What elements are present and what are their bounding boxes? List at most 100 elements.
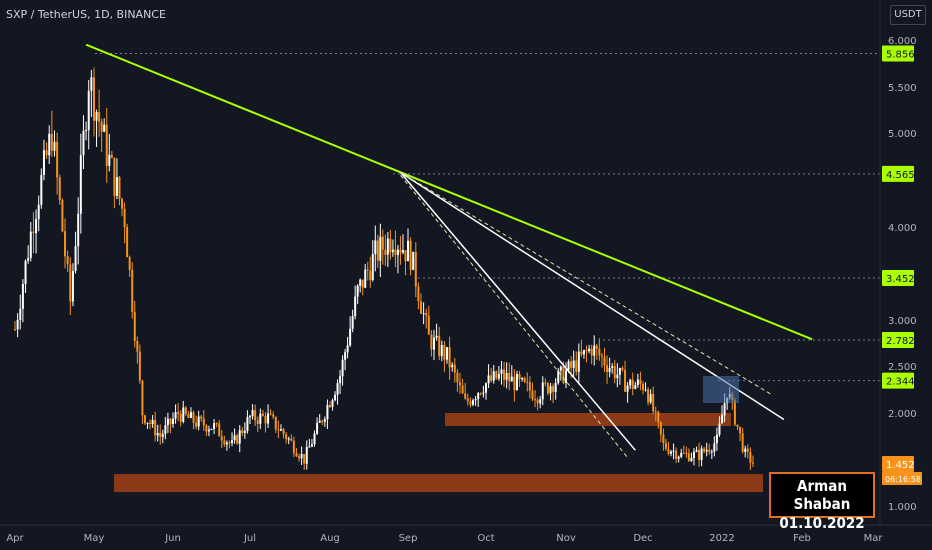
currency-button[interactable]: USDT (890, 5, 926, 25)
candle-body (616, 374, 619, 379)
candle-body (528, 382, 531, 391)
candle-body (103, 124, 106, 132)
candle-body (14, 329, 16, 331)
candle-body (381, 236, 384, 250)
price-label: 3.452 (886, 274, 915, 285)
candle-body (339, 376, 342, 384)
candle-body (744, 448, 747, 452)
price-label: 2.782 (886, 336, 915, 347)
candle-body (24, 260, 27, 285)
candle-body (277, 429, 280, 431)
candle-body (351, 316, 354, 329)
price-label-box (882, 45, 914, 62)
candle-body (409, 240, 412, 270)
candle-body (213, 423, 216, 429)
candle-body (236, 435, 239, 444)
trendline-main[interactable] (85, 43, 813, 341)
candle-body (177, 412, 180, 414)
candle-body (435, 335, 438, 338)
candle-body (279, 429, 282, 431)
candle-body (361, 279, 364, 288)
candle-body (389, 238, 392, 253)
candle-body (500, 369, 503, 374)
candle-body (305, 447, 308, 464)
trendline-dashed[interactable] (400, 174, 628, 458)
candle-body (74, 246, 77, 271)
candle-body (657, 411, 660, 422)
candle-body (723, 403, 726, 416)
candle-body (518, 373, 521, 380)
candle-body (146, 422, 149, 424)
candle-body (639, 379, 642, 384)
author-watermark: Arman Shaban 01.10.2022 (769, 472, 875, 532)
candle-body (624, 369, 627, 392)
candle-body (136, 341, 139, 352)
trendline-white[interactable] (399, 171, 636, 451)
candle-body (290, 438, 293, 441)
candle-body (718, 423, 721, 435)
candle-body (218, 423, 221, 437)
candle-body (510, 376, 513, 382)
candle-body (477, 393, 480, 400)
candle-body (531, 390, 534, 400)
candle-body (469, 401, 472, 405)
candle-body (374, 240, 377, 255)
candle-body (425, 313, 428, 316)
breakout-highlight-box (703, 376, 739, 403)
candle-body (261, 413, 264, 416)
candle-body (613, 366, 616, 379)
candle-body (634, 385, 637, 389)
price-label: 1.452 (886, 460, 915, 471)
price-label-box (882, 372, 914, 389)
candle-body (682, 452, 685, 454)
candle-body (595, 345, 598, 349)
candle-body (736, 424, 739, 427)
candle-body (356, 285, 359, 297)
candle-body (87, 91, 90, 131)
candle-body (474, 399, 477, 401)
candle-body (590, 348, 593, 356)
candle-body (349, 328, 352, 346)
candle-body (631, 379, 634, 389)
candle-body (164, 425, 167, 435)
candle-body (715, 434, 718, 444)
candle-body (149, 422, 152, 424)
candle-body (503, 369, 506, 380)
candle-body (401, 250, 404, 253)
candle-body (354, 296, 357, 317)
candle-body (131, 269, 134, 312)
candle-body (272, 414, 275, 417)
symbol-title[interactable]: SXP / TetherUS, 1D, BINANCE (6, 8, 166, 21)
candle-body (544, 382, 547, 384)
candle-body (50, 133, 53, 151)
candle-body (721, 415, 723, 424)
candle-body (741, 433, 744, 452)
candle-body (210, 428, 213, 430)
candle-body (549, 386, 552, 394)
candle-body (404, 250, 407, 262)
candle-body (588, 348, 591, 352)
candle-body (184, 407, 187, 415)
candle-body (497, 373, 500, 379)
candle-body (269, 413, 272, 415)
candle-body (295, 453, 298, 457)
candle-body (259, 413, 262, 424)
price-label-box (882, 165, 914, 182)
trendline-dashed[interactable] (400, 172, 772, 395)
y-tick-label: 4.000 (888, 223, 917, 234)
x-tick-label: May (84, 533, 105, 544)
candle-body (233, 435, 236, 441)
candle-body (254, 410, 257, 421)
candle-body (621, 368, 624, 370)
candle-body (739, 426, 742, 434)
candle-body (77, 213, 80, 247)
candle-body (541, 382, 544, 400)
candle-body (554, 382, 557, 392)
resistance-zone (445, 413, 731, 426)
candle-body (376, 240, 379, 261)
candle-body (746, 448, 749, 452)
candle-body (207, 429, 210, 432)
author-name: Arman Shaban (793, 477, 851, 513)
